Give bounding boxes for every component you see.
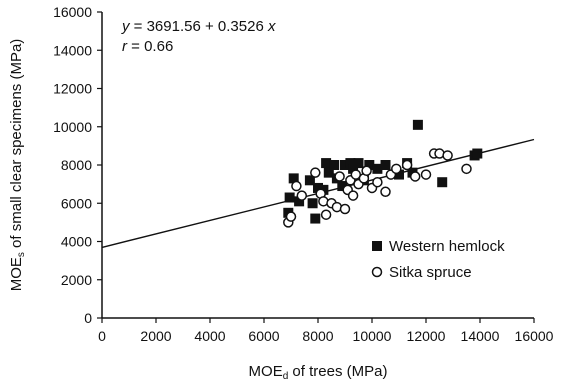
data-point-western-hemlock bbox=[310, 213, 321, 224]
x-tick-label: 10000 bbox=[353, 328, 392, 344]
x-tick-label: 8000 bbox=[302, 328, 333, 344]
data-point-western-hemlock bbox=[345, 158, 356, 169]
data-point-sitka-spruce bbox=[347, 190, 359, 201]
data-point-sitka-spruce bbox=[310, 167, 321, 178]
data-point-western-hemlock bbox=[348, 163, 359, 174]
y-tick-label: 16000 bbox=[53, 4, 92, 20]
x-axis-label: MOEd of trees (MPa) bbox=[249, 363, 388, 382]
data-point-sitka-spruce bbox=[420, 169, 432, 180]
data-points bbox=[283, 119, 483, 228]
y-tick-label: 8000 bbox=[61, 157, 92, 173]
equation-x-variable: x bbox=[267, 18, 276, 35]
y-tick-label: 6000 bbox=[61, 195, 92, 211]
data-point-western-hemlock bbox=[284, 192, 295, 203]
x-tick-label: 4000 bbox=[194, 328, 225, 344]
data-point-sitka-spruce bbox=[442, 150, 453, 161]
y-tick-label: 10000 bbox=[53, 119, 92, 135]
x-tick-label: 14000 bbox=[461, 328, 500, 344]
data-point-sitka-spruce bbox=[291, 180, 302, 192]
equation-text: y = 3691.56 + 0.3526 x bbox=[121, 18, 276, 35]
equation-y-variable: y bbox=[121, 18, 131, 35]
data-point-western-hemlock bbox=[472, 148, 483, 159]
y-tick-label: 4000 bbox=[61, 234, 92, 250]
data-point-sitka-spruce bbox=[461, 163, 472, 175]
data-point-sitka-spruce bbox=[401, 159, 413, 171]
x-axis-label-main: MOE bbox=[249, 363, 283, 380]
y-axis-label-main: MOE bbox=[8, 257, 25, 291]
y-tick-label: 0 bbox=[84, 310, 92, 326]
data-point-western-hemlock bbox=[364, 160, 375, 170]
data-point-sitka-spruce bbox=[372, 176, 383, 188]
x-axis-ticks: 0 2000 4000 6000 8000 10000 12000 14000 16000 bbox=[98, 318, 554, 344]
data-point-sitka-spruce bbox=[334, 171, 345, 182]
data-point-sitka-spruce bbox=[409, 171, 421, 182]
y-axis-ticks: 0 2000 4000 6000 8000 10000 12000 14000 16000 bbox=[53, 4, 102, 326]
data-point-sitka-spruce bbox=[296, 190, 308, 201]
data-point-western-hemlock bbox=[307, 198, 318, 209]
data-point-western-hemlock bbox=[437, 177, 448, 188]
data-point-sitka-spruce bbox=[391, 163, 402, 175]
y-axis-label-rest: of small clear specimens (MPa) bbox=[8, 39, 25, 252]
correlation-text: r = 0.66 bbox=[122, 38, 173, 55]
data-point-sitka-spruce bbox=[350, 169, 362, 180]
data-point-sitka-spruce bbox=[380, 186, 391, 198]
data-point-western-hemlock bbox=[353, 158, 364, 169]
data-point-sitka-spruce bbox=[285, 211, 297, 222]
data-point-western-hemlock bbox=[329, 160, 340, 170]
legend: Western hemlock Sitka spruce bbox=[371, 238, 505, 281]
y-tick-label: 14000 bbox=[53, 42, 92, 58]
data-point-western-hemlock bbox=[394, 169, 404, 180]
y-tick-label: 2000 bbox=[61, 272, 92, 288]
x-tick-label: 2000 bbox=[140, 328, 171, 344]
data-point-sitka-spruce bbox=[320, 209, 332, 220]
data-point-western-hemlock bbox=[412, 119, 423, 130]
data-point-western-hemlock bbox=[294, 196, 305, 207]
correlation-variable: r bbox=[122, 38, 128, 55]
y-tick-label: 12000 bbox=[53, 81, 92, 97]
data-point-western-hemlock bbox=[337, 181, 348, 192]
legend-label-sitka-spruce: Sitka spruce bbox=[389, 264, 472, 281]
x-tick-label: 0 bbox=[98, 328, 106, 344]
data-point-western-hemlock bbox=[313, 182, 323, 193]
data-point-western-hemlock bbox=[380, 160, 391, 170]
data-point-western-hemlock bbox=[304, 175, 315, 186]
data-point-western-hemlock bbox=[340, 160, 350, 170]
legend-marker-western-hemlock bbox=[372, 241, 382, 251]
x-axis-label-rest: of trees (MPa) bbox=[288, 363, 387, 380]
y-axis-label: MOEs of small clear specimens (MPa) bbox=[8, 39, 27, 292]
legend-label-western-hemlock: Western hemlock bbox=[389, 238, 505, 255]
legend-marker-sitka-spruce bbox=[371, 266, 383, 278]
data-point-sitka-spruce bbox=[361, 165, 372, 176]
data-point-western-hemlock bbox=[372, 163, 383, 174]
x-tick-label: 12000 bbox=[407, 328, 446, 344]
data-point-western-hemlock bbox=[323, 167, 334, 178]
x-tick-label: 6000 bbox=[248, 328, 279, 344]
data-point-western-hemlock bbox=[321, 158, 332, 169]
equation-body: = 3691.56 + 0.3526 bbox=[130, 18, 268, 35]
y-axis-label-subscript: s bbox=[16, 252, 27, 257]
correlation-value: = 0.66 bbox=[127, 38, 173, 55]
data-point-sitka-spruce bbox=[339, 203, 351, 215]
x-tick-label: 16000 bbox=[515, 328, 554, 344]
x-axis-label-subscript: d bbox=[283, 371, 289, 382]
data-point-western-hemlock bbox=[288, 173, 299, 184]
